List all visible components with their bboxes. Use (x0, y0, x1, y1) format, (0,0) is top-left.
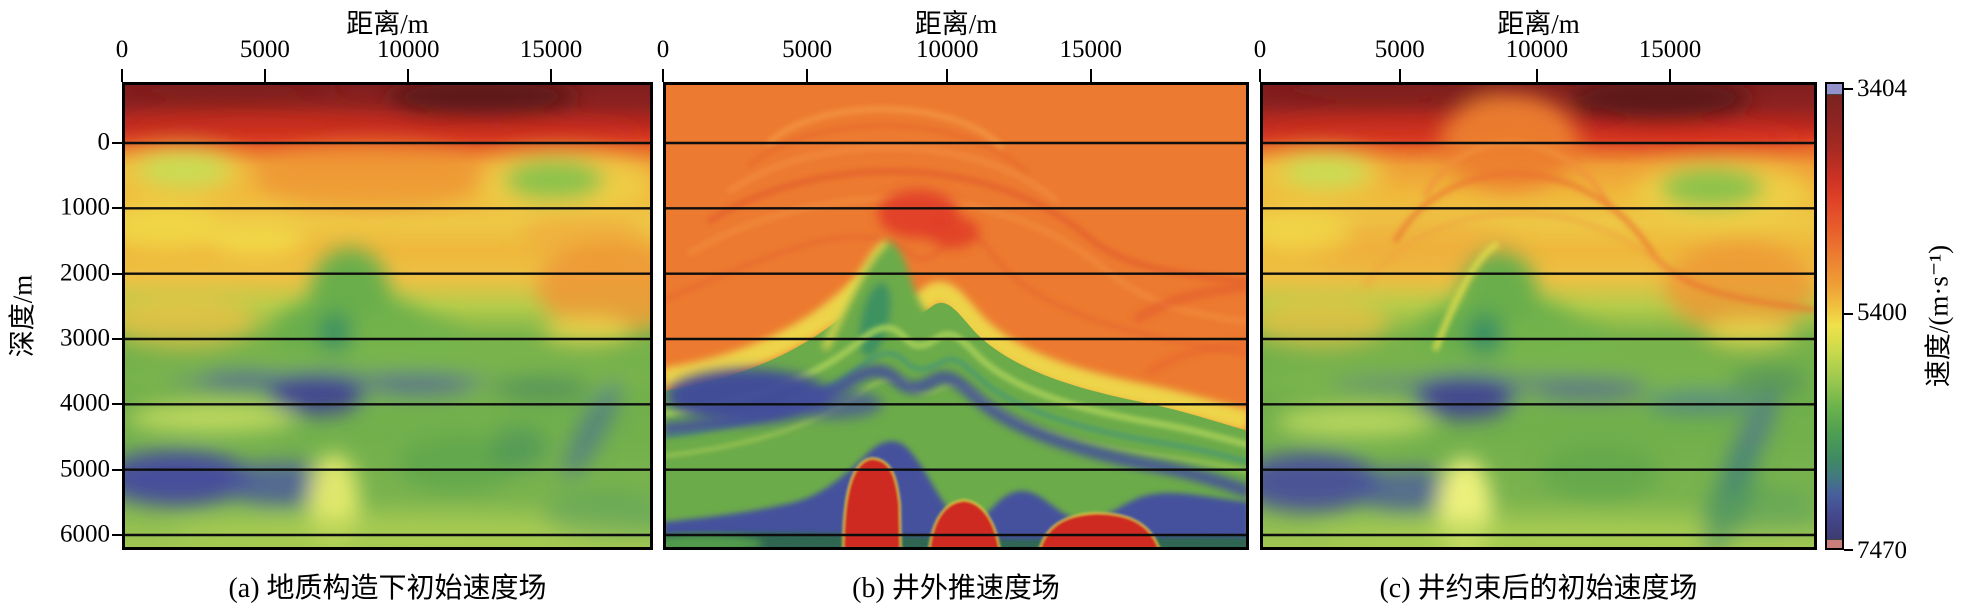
tick-mark (1668, 69, 1671, 82)
tick-mark (112, 534, 122, 536)
colorbar-value-top: 3404 (1857, 75, 1907, 102)
depth-gridlines-c (1260, 141, 1817, 537)
caption-c: (c) 井约束后的初始速度场 (1379, 573, 1698, 604)
anticline-stripes-b (663, 106, 1249, 357)
plot-border-b (663, 82, 1249, 550)
panel-c: 距离/m 0 5000 10000 15000 (1254, 0, 1817, 614)
tick-mark (1535, 69, 1538, 82)
velocity-blobs-a (122, 82, 653, 550)
colorbar-title: 速度/(m·s⁻¹) (1923, 244, 1954, 388)
panel-b: 距离/m 0 5000 10000 15000 (657, 0, 1249, 614)
tick-mark (806, 69, 809, 82)
tick-mark (112, 338, 122, 340)
plot-border-a (122, 82, 653, 550)
tick-mark (407, 69, 410, 82)
distance-axis-title-b: 距离/m (914, 9, 998, 39)
plot-border-c (1260, 82, 1817, 550)
velocity-field-b-svg (663, 82, 1249, 550)
tick-mark (121, 69, 123, 82)
velocity-field-a (122, 82, 653, 550)
distance-axis-title-c: 距离/m (1497, 9, 1580, 39)
colorbar-value-bottom: 7470 (1857, 537, 1907, 564)
velocity-field-b (663, 82, 1249, 550)
depth-axis-title: 深度/m (7, 274, 38, 358)
depth-gridlines-b (663, 141, 1249, 537)
tick-mark (263, 69, 266, 82)
tick-mark (662, 69, 664, 82)
fold-red-core-b (878, 190, 979, 248)
tick-mark (1089, 69, 1092, 82)
green-body-b (663, 293, 1249, 550)
colorbar-tick-top (1844, 88, 1853, 90)
depth-axis-title-box: 深度/m (2, 82, 38, 550)
colorbar-tick-mid (1844, 313, 1853, 315)
tick-mark (112, 469, 122, 471)
caption-a: (a) 地质构造下初始速度场 (228, 573, 547, 604)
tick-mark (112, 403, 122, 405)
tick-mark (112, 207, 122, 209)
orange-wedge-streaks-b (1132, 283, 1249, 377)
tick-mark (112, 273, 122, 275)
tick-mark (1398, 69, 1401, 82)
colorbar-gradient (1827, 95, 1842, 539)
velocity-field-c-svg (1260, 82, 1817, 550)
panel-a: 距离/m 0 5000 10000 15000 (116, 0, 653, 614)
bottom-green-patch-b (663, 535, 763, 550)
tick-mark (946, 69, 949, 82)
blue-wavy-band-b (663, 364, 1249, 499)
colorbar (1825, 82, 1844, 550)
colorbar-title-box: 速度/(m·s⁻¹) (1908, 82, 1964, 550)
tick-mark (550, 69, 553, 82)
distance-axis-title-a: 距离/m (346, 9, 429, 39)
velocity-field-a-svg (122, 82, 653, 550)
anticline-stripes-c (1362, 140, 1817, 352)
colorbar-over-cap (1827, 539, 1842, 548)
yellow-band-b (663, 272, 1249, 432)
velocity-field-c (1260, 82, 1817, 550)
tick-mark (112, 142, 122, 144)
red-intrusions-b (842, 457, 1161, 550)
depth-gridlines-a (122, 141, 653, 537)
colorbar-value-mid: 5400 (1857, 299, 1907, 326)
caption-b: (b) 井外推速度场 (852, 573, 1060, 604)
tick-mark (1259, 69, 1261, 82)
colorbar-under-cap (1827, 84, 1842, 95)
depth-axis: 深度/m 0 1000 2000 3000 4000 5000 6000 (0, 0, 122, 614)
colorbar-tick-bottom (1844, 549, 1853, 551)
